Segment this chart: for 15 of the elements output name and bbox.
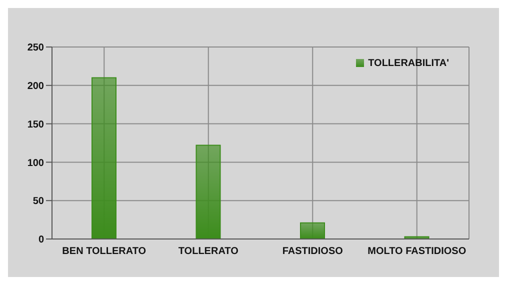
x-tick-label: TOLLERATO [178,246,239,258]
bar [92,77,116,239]
y-tick-label: 250 [27,42,44,54]
y-tick-label: 200 [27,80,44,92]
x-tick-label: BEN TOLLERATO [62,246,146,258]
y-tick-label: 50 [32,196,44,208]
x-tick-label: MOLTO FASTIDIOSO [368,246,466,258]
y-tick-label: 150 [27,119,44,130]
legend-label: TOLLERABILITA' [368,58,449,69]
bar [300,222,325,239]
y-tick-label: 0 [38,234,44,246]
bar [196,144,221,239]
x-tick-label: FASTIDIOSO [282,246,344,258]
bar [404,236,430,239]
y-tick-label: 100 [27,158,44,169]
